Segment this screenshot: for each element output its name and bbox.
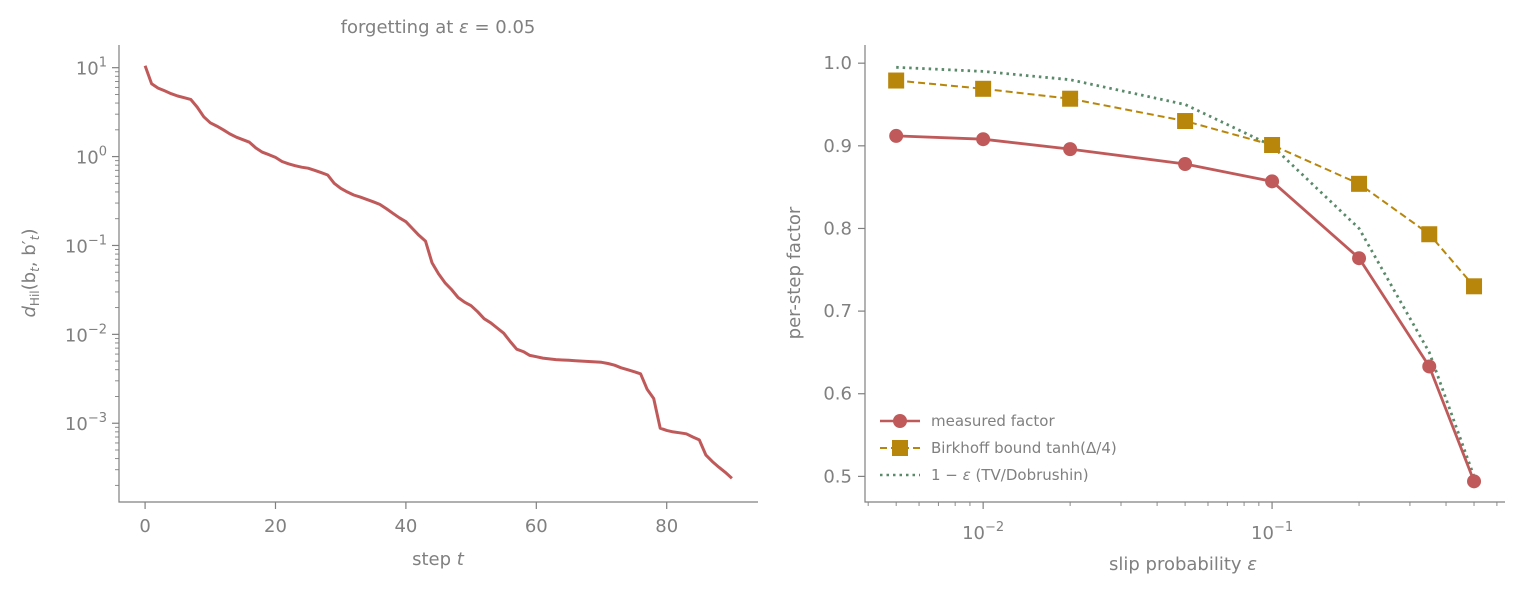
left-y-ticks: 101 100 10−1 10−2 10−3	[65, 56, 119, 435]
right-x-minor-ticks	[867, 502, 1498, 506]
right-series-line	[896, 134, 1476, 482]
right-x-tick-label: 10−1	[1251, 520, 1293, 544]
left-y-minor-ticks	[115, 71, 119, 486]
left-axes-frame	[118, 45, 758, 503]
legend-measured-label: measured factor	[931, 412, 1055, 430]
right-y-tick-label: 0.8	[823, 218, 852, 239]
right-y-ticks: 0.5 0.6 0.7 0.8 0.9 1.0	[823, 53, 865, 487]
right-y-tick-label: 0.9	[823, 136, 852, 157]
left-y-tick-label: 101	[76, 56, 107, 80]
legend-birkhoff-label: Birkhoff bound tanh(Δ/4)	[931, 439, 1117, 457]
left-y-tick-label: 10−2	[65, 322, 107, 346]
right-series-point	[1352, 251, 1367, 266]
right-axes-frame	[864, 45, 1505, 503]
right-series-point	[1351, 175, 1368, 192]
right-series-point	[1421, 226, 1438, 243]
right-y-tick-label: 0.5	[823, 466, 852, 487]
right-y-tick-label: 1.0	[823, 53, 852, 74]
right-x-axis-label: slip probability ε	[1109, 554, 1257, 575]
right-series-point	[1264, 136, 1281, 153]
legend-birkhoff-marker	[892, 440, 908, 456]
right-series-point	[975, 80, 992, 97]
left-chart-title: forgetting at ε = 0.05	[341, 17, 536, 38]
right-series-point	[1265, 174, 1280, 189]
left-y-tick-label: 100	[76, 145, 107, 169]
right-series-point	[976, 132, 991, 147]
right-series-line	[896, 65, 1476, 477]
right-series-group	[888, 65, 1483, 489]
left-panel: forgetting at ε = 0.05 0 20 40 60 80 1011001…	[19, 17, 758, 570]
right-y-axis-label: per-step factor	[784, 206, 805, 339]
left-x-tick-label: 80	[655, 516, 678, 537]
right-series-point	[1466, 278, 1483, 295]
right-x-tick-label: 10−2	[962, 520, 1004, 544]
left-y-tick-label: 10−1	[65, 233, 107, 257]
right-x-ticks: 10−2 10−1	[962, 502, 1293, 544]
right-y-tick-label: 0.7	[823, 301, 852, 322]
right-series-point	[888, 72, 905, 89]
right-series-point	[1062, 90, 1079, 107]
left-y-axis-label: dHil(bt, b′t)	[19, 228, 42, 317]
left-x-tick-label: 20	[264, 516, 287, 537]
right-series-line	[896, 79, 1475, 287]
legend-tv-label: 1 − ε (TV/Dobrushin)	[931, 466, 1089, 484]
right-y-tick-label: 0.6	[823, 384, 852, 405]
left-y-tick-label: 10−3	[65, 411, 107, 435]
right-series-point	[1063, 142, 1078, 157]
right-series-point	[1177, 113, 1194, 130]
legend-measured-marker	[893, 414, 907, 428]
left-x-tick-label: 40	[394, 516, 417, 537]
right-series-point	[1178, 157, 1193, 172]
left-series-line	[143, 65, 733, 480]
left-x-tick-label: 60	[525, 516, 548, 537]
left-series-group	[143, 65, 733, 480]
left-x-ticks: 0 20 40 60 80	[139, 502, 678, 537]
right-series-point	[889, 128, 904, 143]
legend: measured factor Birkhoff bound tanh(Δ/4)…	[880, 412, 1117, 484]
left-x-tick-label: 0	[139, 516, 150, 537]
left-x-axis-label: step t	[412, 549, 465, 570]
right-series-point	[1422, 359, 1437, 374]
right-series-point	[1467, 474, 1482, 489]
right-panel: 10−2 10−1 0.5 0.6 0.7 0.8 0.9 1.0 slip probabi…	[784, 45, 1505, 575]
